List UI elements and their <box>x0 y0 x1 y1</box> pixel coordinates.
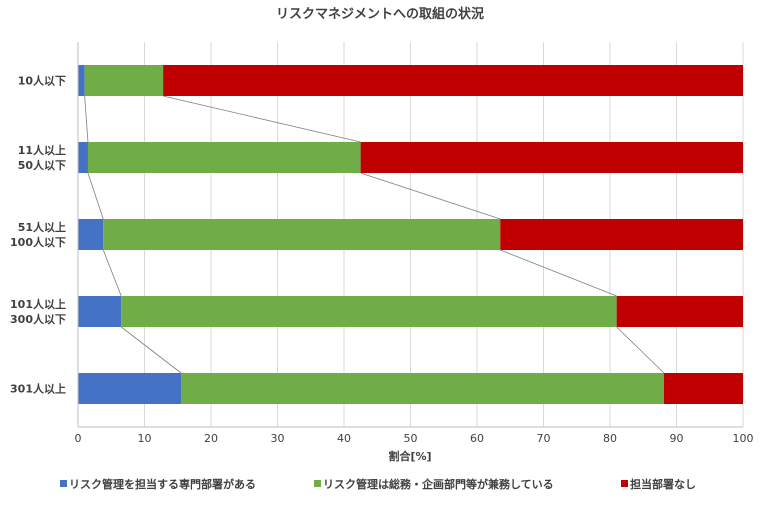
series-line <box>500 249 617 297</box>
x-tick-label: 40 <box>337 432 351 445</box>
bar-1-4 <box>78 296 122 327</box>
series-line <box>120 326 182 374</box>
series-line <box>102 249 122 297</box>
bar-3-2 <box>360 142 743 173</box>
legend-swatch-1 <box>60 480 67 487</box>
x-axis-title: 割合[%] <box>388 449 431 463</box>
x-tick-label: 10 <box>138 432 152 445</box>
category-label: 11人以上 <box>18 143 66 157</box>
category-label: 10人以下 <box>18 74 66 88</box>
category-label: 301人以上 <box>10 382 66 396</box>
bar-3-3 <box>500 219 743 250</box>
bar-1-1 <box>78 65 85 96</box>
legend-swatch-2 <box>314 480 321 487</box>
bar-2-1 <box>84 65 164 96</box>
legend-label-2: リスク管理は総務・企画部門等が兼務している <box>323 477 554 491</box>
series-lines <box>84 95 665 374</box>
x-tick-label: 50 <box>404 432 418 445</box>
category-label: 100人以下 <box>10 235 66 249</box>
x-tick-label: 70 <box>537 432 551 445</box>
legend-swatch-3 <box>621 480 628 487</box>
bar-2-4 <box>121 296 617 327</box>
bar-1-5 <box>78 373 182 404</box>
legend-label-1: リスク管理を担当する専門部署がある <box>69 477 256 491</box>
x-tick-label: 20 <box>204 432 218 445</box>
chart-title: リスクマネジメントへの取組の状況 <box>276 6 484 22</box>
bar-2-3 <box>103 219 501 250</box>
category-label: 50人以下 <box>18 158 66 172</box>
x-tick-label: 80 <box>603 432 617 445</box>
bars <box>78 65 743 404</box>
category-label: 300人以下 <box>10 312 66 326</box>
category-label: 51人以上 <box>18 220 66 234</box>
x-tick-label: 90 <box>670 432 684 445</box>
series-line <box>87 172 104 220</box>
series-line <box>360 172 501 220</box>
bar-3-1 <box>163 65 743 96</box>
bar-2-5 <box>181 373 664 404</box>
x-tick-label: 60 <box>470 432 484 445</box>
x-tick-label: 100 <box>733 432 754 445</box>
bar-2-2 <box>87 142 361 173</box>
series-line <box>84 95 89 143</box>
category-label: 101人以上 <box>10 297 66 311</box>
bar-3-4 <box>616 296 743 327</box>
bar-1-3 <box>78 219 104 250</box>
legend: リスク管理を担当する専門部署がある リスク管理は総務・企画部門等が兼務している 担当… <box>60 477 696 491</box>
bar-3-5 <box>663 373 743 404</box>
bar-1-2 <box>78 142 88 173</box>
legend-label-3: 担当部署なし <box>630 477 696 491</box>
x-tick-label: 0 <box>75 432 82 445</box>
x-tick-label: 30 <box>271 432 285 445</box>
series-line <box>163 95 361 143</box>
series-line <box>616 326 665 374</box>
